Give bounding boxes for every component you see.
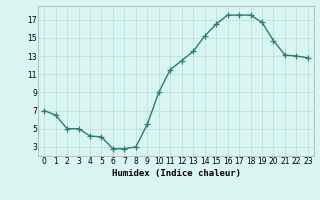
- X-axis label: Humidex (Indice chaleur): Humidex (Indice chaleur): [111, 169, 241, 178]
